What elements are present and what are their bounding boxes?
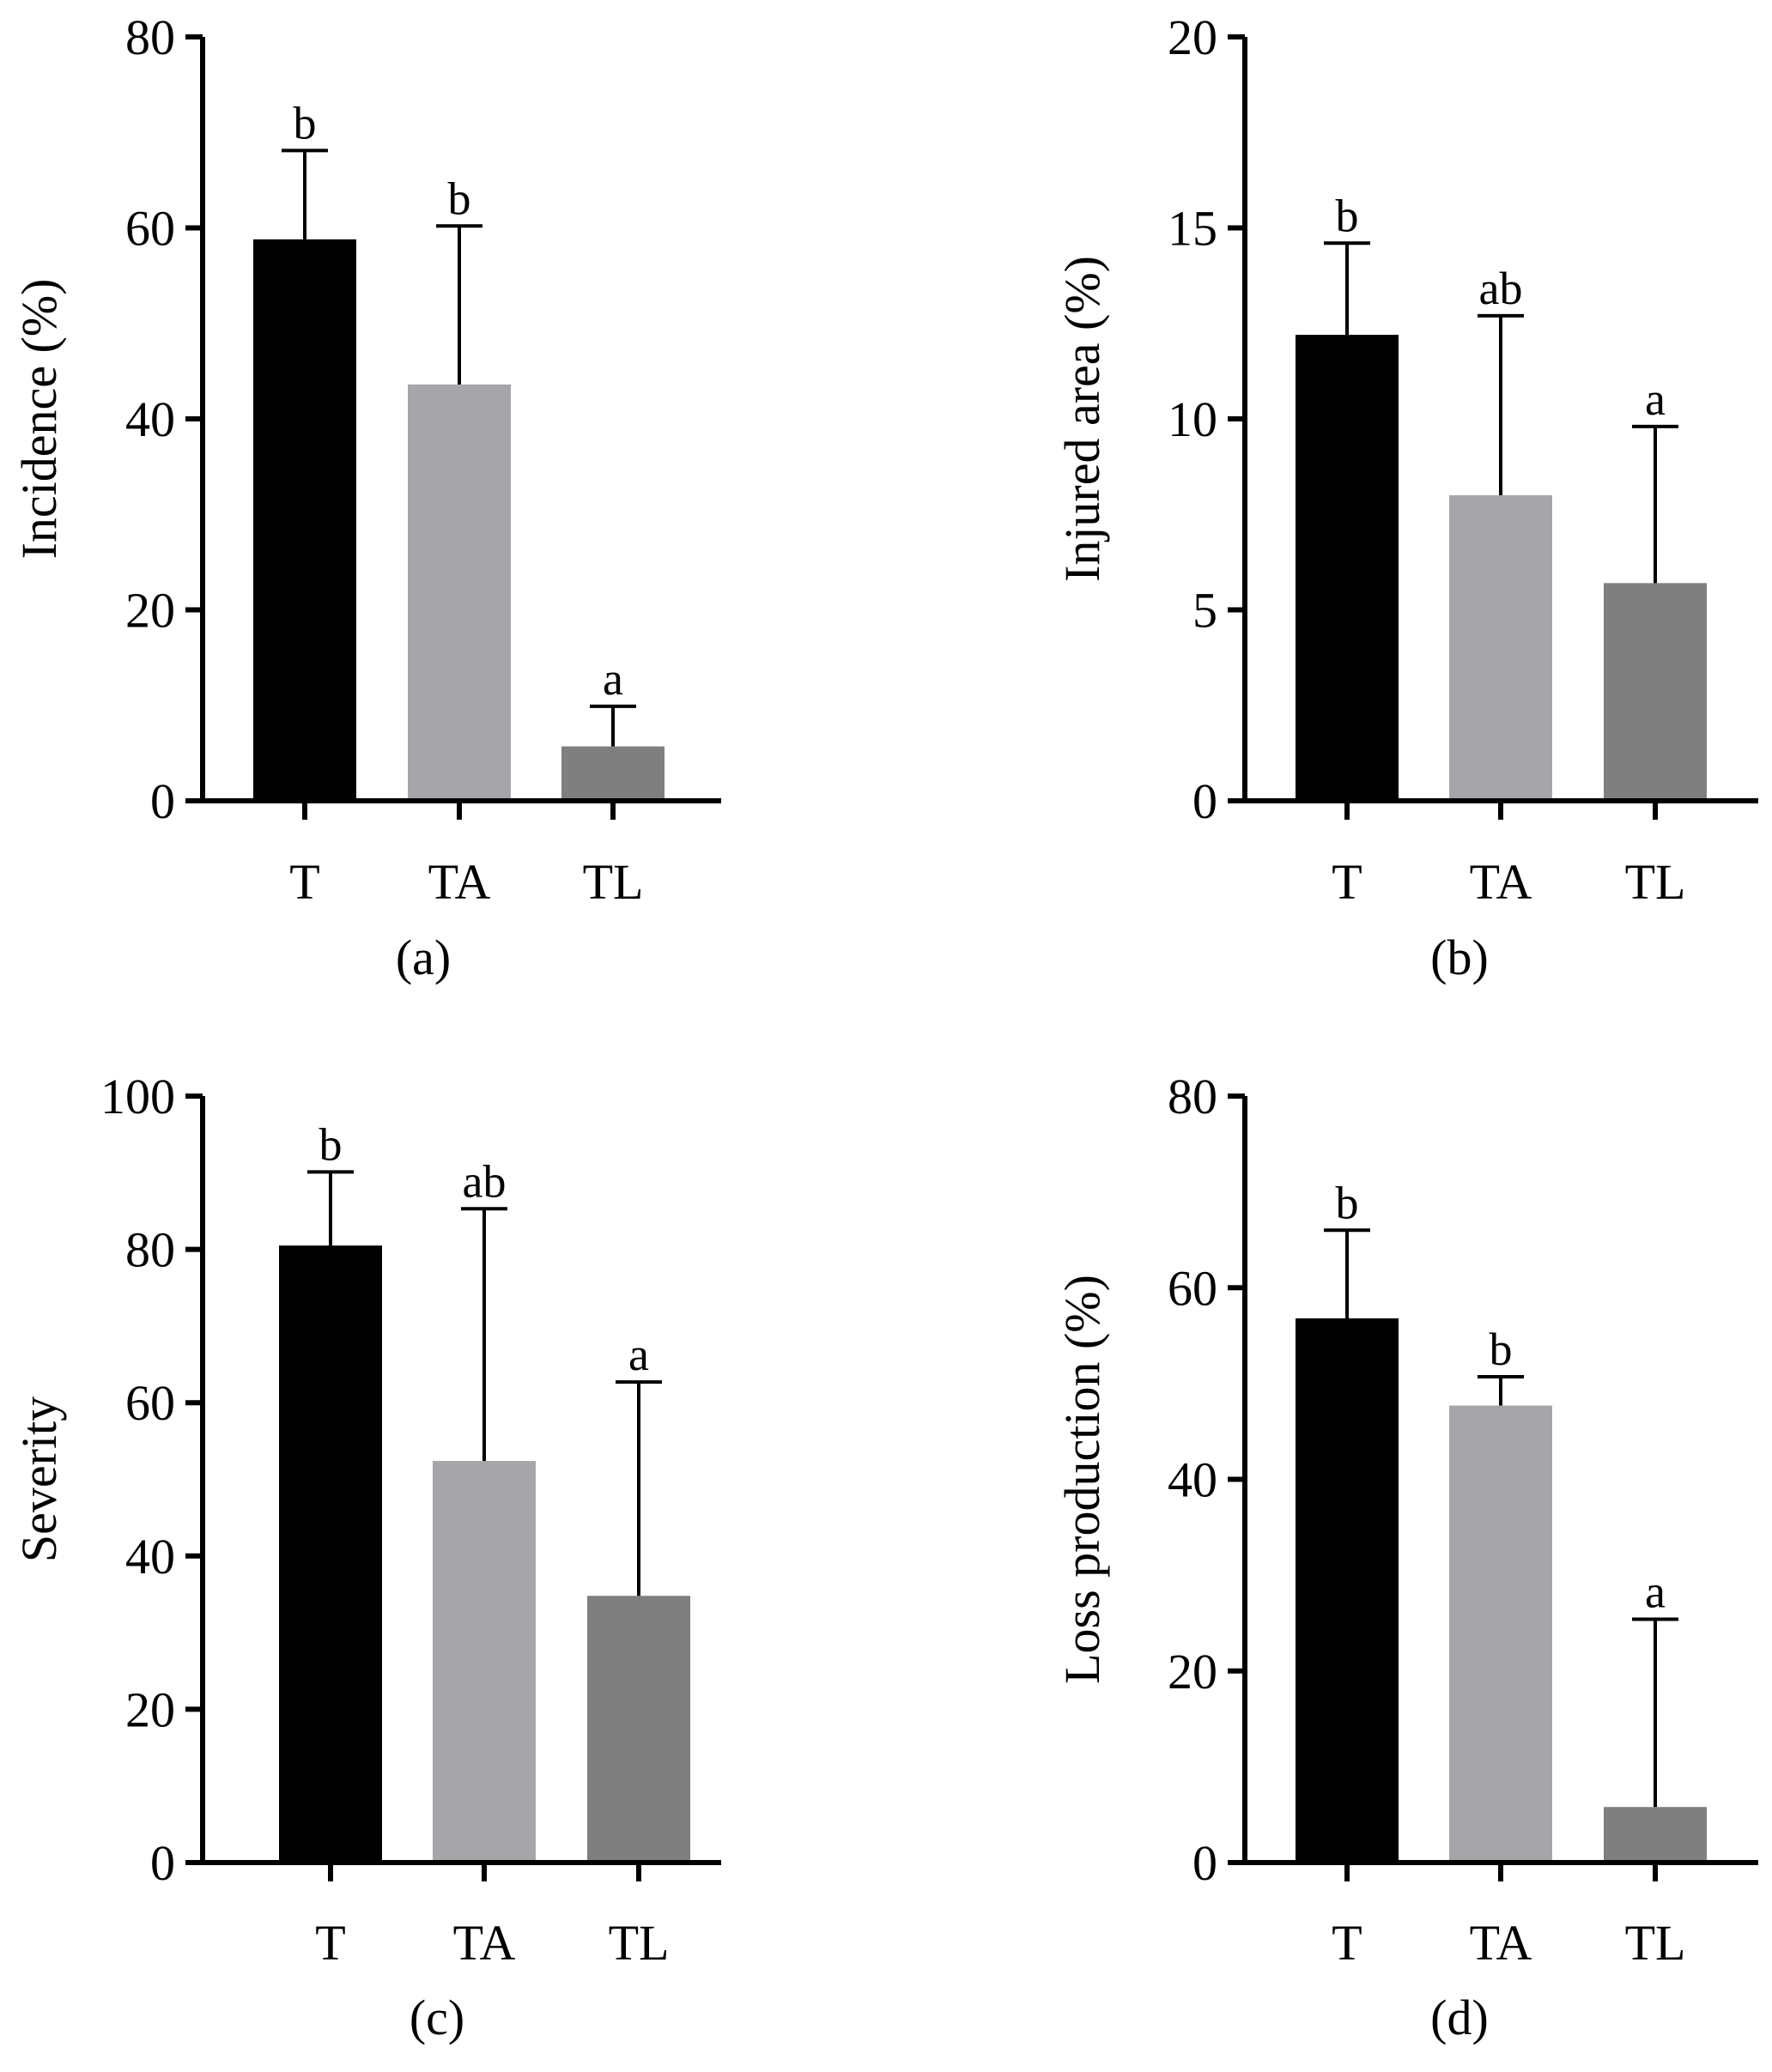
significance-label-TL: a: [1645, 1566, 1666, 1617]
y-tick-label-10: 10: [1168, 391, 1217, 447]
bar-T: [253, 239, 356, 802]
bar-T: [279, 1245, 382, 1863]
bar-T: [1296, 1318, 1399, 1863]
significance-label-T: b: [1336, 190, 1359, 241]
bar-T: [1296, 335, 1399, 802]
y-axis-label: Severity: [11, 1396, 67, 1562]
bar-TL: [587, 1596, 690, 1863]
y-tick-label-40: 40: [125, 391, 175, 447]
x-tick-label-TA: TA: [1470, 1915, 1532, 1971]
bar-TL: [1604, 583, 1707, 801]
x-tick-label-TA: TA: [428, 854, 491, 910]
bar-TA: [1449, 495, 1552, 801]
x-tick-label-TA: TA: [453, 1915, 516, 1971]
y-tick-label-40: 40: [125, 1529, 175, 1584]
panel-a: b Tb TA a TL 0 20 40 60 80 Incidence (%) (a): [11, 9, 721, 985]
x-tick-label-T: T: [315, 1915, 345, 1971]
y-tick-label-20: 20: [1168, 1644, 1217, 1699]
x-tick-label-T: T: [1332, 854, 1362, 910]
x-tick-label-TL: TL: [609, 1915, 670, 1971]
panel-label: (a): [396, 930, 451, 985]
significance-label-TA: b: [448, 173, 471, 224]
y-axis-label: Loss production (%): [1054, 1275, 1110, 1684]
y-tick-label-80: 80: [125, 1222, 175, 1278]
panel-b: b Tab TA a TL 0 5 10 15 20 Injured area (%) (b): [1054, 9, 1758, 985]
panel-c: b Tab TA a TL 0 20 40 60 80 100 Severity (c): [11, 1069, 721, 2045]
x-tick-label-TL: TL: [1625, 854, 1686, 910]
significance-label-TA: ab: [463, 1155, 507, 1207]
significance-label-T: b: [319, 1118, 343, 1170]
bar-TL: [561, 746, 664, 801]
y-axis-label: Injured area (%): [1054, 256, 1110, 582]
y-tick-label-15: 15: [1168, 201, 1217, 257]
bar-TA: [408, 384, 511, 801]
y-tick-label-20: 20: [125, 583, 175, 639]
significance-label-TA: ab: [1479, 263, 1523, 314]
y-axis-label: Incidence (%): [11, 279, 67, 560]
y-tick-label-0: 0: [1192, 1835, 1217, 1891]
x-tick-label-TL: TL: [1625, 1915, 1686, 1971]
y-tick-label-60: 60: [1168, 1260, 1217, 1316]
panel-label: (c): [410, 1990, 464, 2045]
y-tick-label-0: 0: [1192, 773, 1217, 829]
significance-label-TL: a: [628, 1329, 649, 1380]
panel-label: (b): [1430, 930, 1489, 985]
y-tick-label-100: 100: [100, 1069, 175, 1124]
y-tick-label-20: 20: [1168, 9, 1217, 65]
x-tick-label-T: T: [289, 854, 319, 910]
significance-label-T: b: [294, 97, 317, 148]
x-tick-label-TL: TL: [583, 854, 644, 910]
bar-TA: [433, 1461, 536, 1863]
significance-label-T: b: [1336, 1177, 1359, 1228]
y-tick-label-60: 60: [125, 201, 175, 257]
y-tick-label-0: 0: [150, 1835, 175, 1891]
panel-d: b Tb TA a TL 0 20 40 60 80 Loss production (%) (d): [1054, 1069, 1758, 2045]
y-tick-label-40: 40: [1168, 1452, 1217, 1508]
significance-label-TL: a: [603, 653, 623, 705]
bar-TA: [1449, 1405, 1552, 1863]
y-tick-label-0: 0: [150, 773, 175, 829]
panel-label: (d): [1430, 1990, 1489, 2045]
significance-label-TA: b: [1490, 1324, 1513, 1375]
y-tick-label-80: 80: [1168, 1069, 1217, 1124]
x-tick-label-T: T: [1332, 1915, 1362, 1971]
y-tick-label-5: 5: [1192, 583, 1217, 639]
y-tick-label-80: 80: [125, 9, 175, 65]
significance-label-TL: a: [1645, 373, 1666, 425]
y-tick-label-60: 60: [125, 1375, 175, 1431]
bar-TL: [1604, 1807, 1707, 1863]
x-tick-label-TA: TA: [1470, 854, 1532, 910]
y-tick-label-20: 20: [125, 1681, 175, 1737]
